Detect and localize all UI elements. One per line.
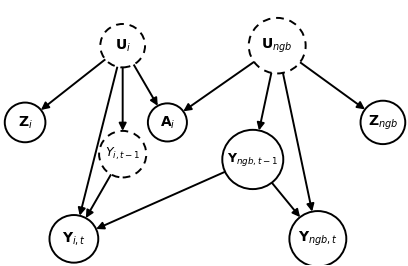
Text: $\mathbf{Y}_{i,t}$: $\mathbf{Y}_{i,t}$: [62, 230, 86, 247]
Ellipse shape: [249, 18, 306, 73]
Ellipse shape: [99, 131, 146, 177]
Ellipse shape: [148, 103, 187, 142]
Text: $\mathbf{Y}_{ngb,t}$: $\mathbf{Y}_{ngb,t}$: [298, 230, 338, 248]
Ellipse shape: [289, 211, 346, 266]
Ellipse shape: [5, 103, 45, 142]
Text: $\mathbf{A}_i$: $\mathbf{A}_i$: [160, 114, 175, 131]
Text: $\mathbf{U}_i$: $\mathbf{U}_i$: [115, 38, 131, 54]
Ellipse shape: [100, 24, 145, 67]
Ellipse shape: [49, 215, 98, 263]
Text: $\mathbf{Z}_{ngb}$: $\mathbf{Z}_{ngb}$: [368, 113, 398, 132]
Ellipse shape: [222, 130, 283, 189]
Text: $\mathbf{Z}_i$: $\mathbf{Z}_i$: [18, 114, 33, 131]
Text: $Y_{i,t-1}$: $Y_{i,t-1}$: [105, 146, 140, 162]
Text: $\mathbf{U}_{ngb}$: $\mathbf{U}_{ngb}$: [262, 36, 293, 55]
Text: $\mathbf{Y}_{ngb,t-1}$: $\mathbf{Y}_{ngb,t-1}$: [227, 151, 278, 168]
Ellipse shape: [361, 101, 405, 144]
